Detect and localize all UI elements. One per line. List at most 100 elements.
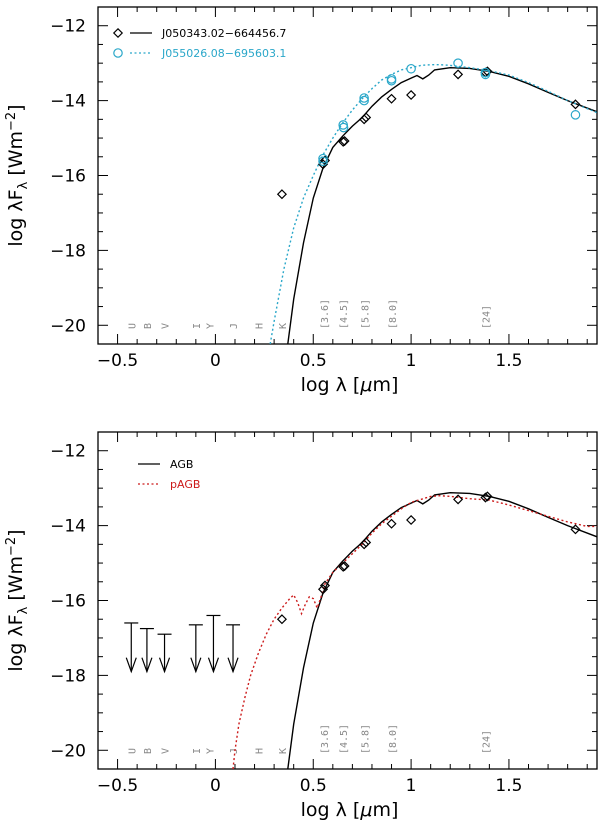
y-tick-label: −12	[50, 442, 86, 462]
band-label: [8.0]	[388, 724, 399, 754]
data-point-diamond	[359, 539, 370, 550]
data-point-diamond	[482, 491, 493, 502]
top-panel: −0.5 0 0.5 1 1.5 −20 −18 −16 −14 −12 log λ [μm] log…	[4, 6, 598, 396]
data-points	[276, 58, 581, 200]
data-point-diamond	[339, 561, 350, 572]
model-curve	[232, 494, 597, 769]
data-point-diamond	[570, 99, 581, 110]
upper-limit-head	[158, 657, 171, 674]
band-label: [24]	[481, 305, 492, 329]
data-points	[124, 491, 581, 674]
band-label: J	[229, 323, 240, 329]
band-label: I	[192, 748, 203, 754]
band-label: [3.6]	[320, 724, 331, 754]
y-tick-label: −14	[50, 517, 86, 537]
upper-limit-head	[207, 657, 220, 674]
data-point-diamond	[361, 537, 372, 548]
x-tick-label: 0.5	[300, 776, 327, 796]
band-label: U	[127, 323, 138, 329]
y-axis-title: log λFλ [Wm−2]	[4, 104, 31, 246]
band-label: V	[161, 323, 172, 329]
upper-limit-head	[141, 657, 153, 674]
y-axis-title: log λFλ [Wm−2]	[4, 529, 31, 671]
upper-limit-head	[190, 657, 202, 674]
legend-label: pAGB	[170, 478, 200, 491]
band-label: H	[254, 323, 265, 329]
data-point-circle	[386, 75, 397, 86]
band-label: V	[161, 748, 172, 754]
band-label: K	[278, 748, 289, 754]
y-tick-label: −20	[50, 741, 86, 761]
data-point-diamond	[359, 114, 370, 125]
band-label: [3.6]	[320, 299, 331, 329]
y-tick-label: −18	[50, 666, 86, 686]
data-point-circle	[406, 63, 416, 74]
band-label: [4.5]	[339, 299, 350, 329]
x-axis-title: log λ [μm]	[301, 799, 399, 821]
band-label: [4.5]	[339, 724, 350, 754]
band-label: Y	[206, 323, 217, 329]
band-label: H	[254, 748, 265, 754]
upper-limit-head	[125, 657, 137, 674]
x-tick-label: 0	[210, 351, 221, 371]
legend-label: J055026.08−695603.1	[161, 47, 286, 60]
legend-label: AGB	[170, 458, 193, 471]
data-point-diamond	[386, 518, 397, 529]
y-tick-label: −18	[50, 241, 86, 261]
y-tick-label: −12	[50, 17, 86, 37]
data-point-diamond	[339, 136, 350, 147]
data-point-circle	[453, 58, 463, 68]
band-label: [5.8]	[361, 724, 372, 754]
curves	[232, 491, 597, 769]
y-tick-label: −16	[50, 592, 86, 612]
data-point-diamond	[453, 494, 464, 505]
x-tick-label: 1	[406, 776, 417, 796]
model-curve	[269, 64, 597, 344]
data-point-circle	[359, 93, 369, 103]
band-label: B	[143, 323, 154, 329]
model-curve	[287, 491, 597, 769]
data-point-circle	[318, 156, 328, 167]
data-point-circle	[338, 122, 349, 133]
data-point-circle	[113, 48, 123, 58]
data-point-diamond	[570, 524, 581, 535]
data-point-diamond	[406, 514, 417, 526]
x-tick-label: −0.5	[97, 351, 138, 371]
x-tick-label: 1.5	[495, 351, 522, 371]
y-tick-label: −16	[50, 167, 86, 187]
data-point-circle	[386, 74, 397, 84]
data-point-diamond	[453, 69, 464, 80]
data-point-diamond	[406, 89, 417, 101]
band-label: Y	[206, 748, 217, 754]
x-tick-label: 0.5	[300, 351, 327, 371]
model-curve	[287, 66, 597, 344]
y-tick-label: −14	[50, 92, 86, 112]
band-label: I	[192, 323, 203, 329]
x-tick-label: −0.5	[97, 776, 138, 796]
legend-label: J050343.02−664456.7	[161, 27, 286, 40]
data-point-diamond	[317, 159, 329, 170]
legend: J050343.02−664456.7 J055026.08−695603.1	[112, 27, 286, 60]
band-label: U	[127, 748, 138, 754]
curves	[269, 64, 597, 344]
x-tick-label: 1.5	[495, 776, 522, 796]
band-label: B	[143, 748, 154, 754]
data-point-circle	[570, 110, 581, 120]
data-point-circle	[359, 95, 369, 106]
data-point-diamond	[276, 614, 287, 625]
data-point-diamond	[112, 27, 124, 39]
x-tick-label: 1	[406, 351, 417, 371]
band-label: [5.8]	[361, 299, 372, 329]
data-point-diamond	[386, 93, 397, 104]
data-point-diamond	[276, 189, 287, 200]
band-label: K	[278, 323, 289, 329]
data-point-diamond	[319, 580, 331, 591]
y-tick-label: −20	[50, 316, 86, 336]
band-label: [24]	[481, 730, 492, 754]
band-label: [8.0]	[388, 299, 399, 329]
data-point-circle	[480, 69, 491, 80]
x-tick-label: 0	[210, 776, 221, 796]
bottom-panel: −0.5 0 0.5 1 1.5 −20 −18 −16 −14 −12 log λ [μm] log…	[4, 431, 598, 821]
x-axis-title: log λ [μm]	[301, 374, 399, 396]
